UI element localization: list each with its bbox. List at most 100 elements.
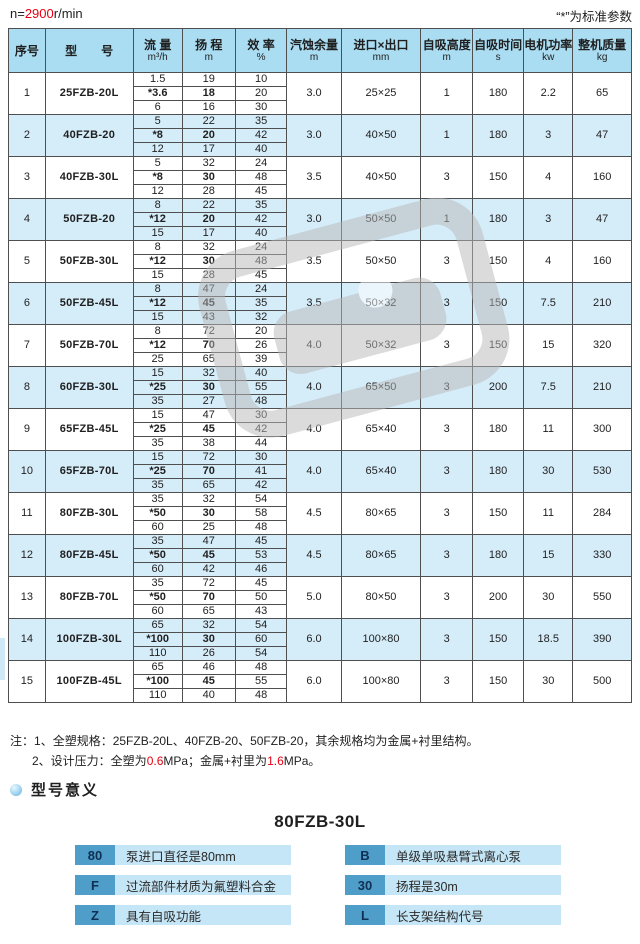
table-cell: 150 bbox=[472, 240, 525, 283]
table-cell: 3.0 bbox=[286, 114, 342, 157]
table-cell: 70 bbox=[181, 338, 236, 353]
table-cell: 35 bbox=[132, 576, 183, 591]
table-cell: *12 bbox=[132, 254, 183, 269]
table-cell: *12 bbox=[132, 296, 183, 311]
table-cell: 4 bbox=[8, 198, 46, 241]
table-cell: 3 bbox=[420, 450, 474, 493]
table-cell: 5 bbox=[132, 156, 183, 171]
table-row: 3 40FZB-30L 5 32 24 3.5 40×50 3 150 4 160 bbox=[8, 156, 632, 199]
table-cell: 3 bbox=[8, 156, 46, 199]
table-row: *50 30 58 bbox=[9, 506, 632, 521]
table-cell: 110 bbox=[132, 688, 183, 703]
table-cell: *25 bbox=[132, 464, 183, 479]
table-cell: 18.5 bbox=[523, 618, 574, 661]
table-cell: *8 bbox=[132, 128, 183, 143]
table-row: 12 80FZB-45L 35 47 45 4.5 80×65 3 180 15 330 bbox=[8, 534, 632, 577]
table-cell: 12 bbox=[8, 534, 46, 577]
rotation-speed-label: n=2900r/min bbox=[10, 6, 83, 21]
legend-description: 泵进口直径是80mm bbox=[115, 845, 291, 865]
table-cell: 284 bbox=[572, 492, 632, 535]
legend-item: 80 泵进口直径是80mm bbox=[75, 845, 291, 865]
legend-code-badge: 30 bbox=[345, 875, 385, 895]
table-row: 10 65FZB-70L 15 72 30 4.0 65×40 3 180 30 530 bbox=[8, 450, 632, 493]
table-cell: 7.5 bbox=[523, 366, 574, 409]
table-row: 12 17 40 bbox=[9, 142, 632, 157]
table-cell: 50FZB-30L bbox=[44, 240, 134, 283]
table-row: 11 80FZB-30L 35 32 54 4.5 80×65 3 150 11 284 bbox=[8, 492, 632, 535]
table-cell: 16 bbox=[181, 100, 236, 115]
table-cell: 54 bbox=[234, 618, 288, 633]
table-cell: 15 bbox=[523, 324, 574, 367]
table-cell: 100FZB-45L bbox=[44, 660, 134, 703]
table-cell: 180 bbox=[472, 114, 525, 157]
table-cell: 30 bbox=[234, 408, 288, 423]
table-cell: 4.5 bbox=[286, 534, 342, 577]
example-model-title: 80FZB-30L bbox=[274, 812, 366, 831]
table-cell: 35 bbox=[132, 436, 183, 451]
table-cell: 20 bbox=[234, 86, 288, 101]
table-cell: 24 bbox=[234, 282, 288, 297]
column-header: 自吸高度 m bbox=[420, 28, 474, 73]
table-cell: 32 bbox=[181, 366, 236, 381]
table-cell: 45 bbox=[234, 576, 288, 591]
table-cell: 46 bbox=[234, 562, 288, 577]
table-cell: 4.0 bbox=[286, 324, 342, 367]
table-cell: 4 bbox=[523, 240, 574, 283]
table-cell: 500 bbox=[572, 660, 632, 703]
table-cell: 10 bbox=[8, 450, 46, 493]
table-cell: 4.5 bbox=[286, 492, 342, 535]
table-cell: 48 bbox=[234, 254, 288, 269]
table-cell: 5 bbox=[8, 240, 46, 283]
table-cell: 100×80 bbox=[340, 618, 422, 661]
table-cell: *100 bbox=[132, 632, 183, 647]
table-row: 60 65 43 bbox=[9, 604, 632, 619]
table-cell: 4.0 bbox=[286, 408, 342, 451]
rotation-speed-value: 2900 bbox=[24, 6, 54, 21]
table-cell: 40 bbox=[234, 226, 288, 241]
table-cell: 6.0 bbox=[286, 618, 342, 661]
table-cell: 55 bbox=[234, 674, 288, 689]
table-cell: 17 bbox=[181, 226, 236, 241]
table-row: *8 20 42 bbox=[9, 128, 632, 143]
table-cell: 25 bbox=[181, 520, 236, 535]
table-cell: 180 bbox=[472, 534, 525, 577]
table-cell: 19 bbox=[181, 72, 236, 87]
table-cell: 300 bbox=[572, 408, 632, 451]
table-cell: 65 bbox=[181, 352, 236, 367]
table-cell: 30 bbox=[523, 660, 574, 703]
table-cell: 5 bbox=[132, 114, 183, 129]
table-cell: 2 bbox=[8, 114, 46, 157]
table-cell: 43 bbox=[234, 604, 288, 619]
table-cell: 24 bbox=[234, 156, 288, 171]
table-cell: 32 bbox=[181, 240, 236, 255]
table-cell: 4.0 bbox=[286, 366, 342, 409]
table-cell: 13 bbox=[8, 576, 46, 619]
table-cell: 50×32 bbox=[340, 324, 422, 367]
table-cell: 3 bbox=[420, 324, 474, 367]
table-cell: 48 bbox=[234, 394, 288, 409]
table-row: *100 45 55 bbox=[9, 674, 632, 689]
table-cell: 3 bbox=[420, 240, 474, 283]
legend-item: L 长支架结构代号 bbox=[345, 905, 561, 925]
table-cell: 65×40 bbox=[340, 450, 422, 493]
table-cell: 150 bbox=[472, 618, 525, 661]
table-cell: 28 bbox=[181, 268, 236, 283]
table-cell: 30 bbox=[234, 100, 288, 115]
table-cell: 32 bbox=[181, 156, 236, 171]
legend-description: 过流部件材质为氟塑料合金 bbox=[115, 875, 291, 895]
table-cell: 65FZB-70L bbox=[44, 450, 134, 493]
table-cell: 210 bbox=[572, 282, 632, 325]
column-header: 电机功率 kw bbox=[523, 28, 574, 73]
table-cell: 20 bbox=[181, 212, 236, 227]
table-cell: 8 bbox=[8, 366, 46, 409]
legend-item: Z 具有自吸功能 bbox=[75, 905, 291, 925]
legend-description: 具有自吸功能 bbox=[115, 905, 291, 925]
table-cell: 50 bbox=[234, 590, 288, 605]
table-cell: 1 bbox=[420, 72, 474, 115]
table-cell: 35 bbox=[132, 492, 183, 507]
table-cell: 15 bbox=[132, 310, 183, 325]
legend-code-badge: B bbox=[345, 845, 385, 865]
table-cell: 160 bbox=[572, 240, 632, 283]
table-cell: 15 bbox=[132, 366, 183, 381]
